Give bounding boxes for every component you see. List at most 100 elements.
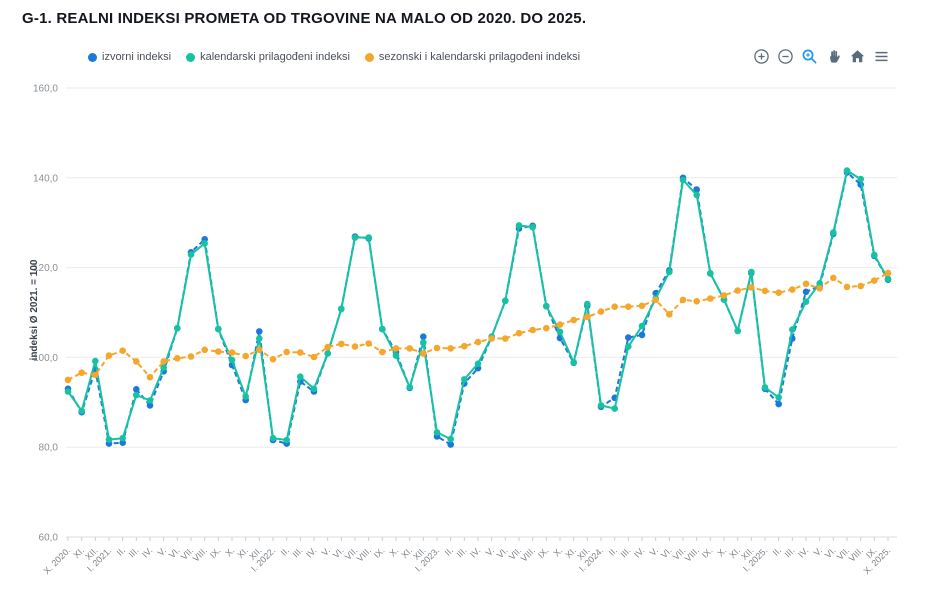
series-kalendarski-point[interactable]: [570, 359, 577, 366]
series-kalendarski-point[interactable]: [543, 302, 550, 310]
series-kalendarski-point[interactable]: [160, 364, 167, 372]
series-sezonski-point[interactable]: [133, 358, 140, 365]
series-kalendarski-point[interactable]: [693, 191, 700, 199]
series-sezonski-point[interactable]: [775, 289, 782, 297]
series-izvorni-point[interactable]: [693, 186, 700, 193]
series-kalendarski-point[interactable]: [64, 388, 72, 395]
series-sezonski-point[interactable]: [461, 342, 468, 350]
series-kalendarski-point[interactable]: [283, 436, 291, 444]
series-sezonski-point[interactable]: [351, 343, 359, 350]
home-icon[interactable]: [848, 47, 866, 65]
series-izvorni-point[interactable]: [447, 441, 455, 448]
series-sezonski-point[interactable]: [556, 321, 564, 328]
series-kalendarski-point[interactable]: [857, 175, 864, 183]
series-kalendarski-point[interactable]: [871, 251, 878, 259]
series-sezonski-point[interactable]: [474, 338, 482, 346]
series-sezonski-point[interactable]: [761, 287, 769, 295]
series-sezonski-point[interactable]: [693, 298, 700, 305]
series-sezonski-point[interactable]: [488, 335, 496, 342]
series-sezonski-point[interactable]: [529, 326, 536, 334]
series-kalendarski-point[interactable]: [830, 229, 837, 236]
series-kalendarski-point[interactable]: [92, 357, 99, 365]
series-sezonski-point[interactable]: [160, 358, 167, 365]
series-kalendarski-point[interactable]: [584, 300, 591, 308]
series-kalendarski-point[interactable]: [228, 356, 236, 364]
series-kalendarski-point[interactable]: [146, 397, 154, 404]
series-sezonski-point[interactable]: [871, 277, 878, 284]
series-kalendarski-point[interactable]: [174, 324, 181, 332]
series-kalendarski-point[interactable]: [406, 383, 414, 391]
series-sezonski-point[interactable]: [652, 296, 659, 304]
series-kalendarski-point[interactable]: [775, 394, 782, 401]
series-sezonski-point[interactable]: [201, 346, 208, 354]
series-sezonski-point[interactable]: [255, 346, 263, 354]
series-sezonski-point[interactable]: [146, 373, 154, 381]
zoom-in-icon[interactable]: [752, 47, 770, 65]
series-kalendarski-point[interactable]: [310, 385, 318, 393]
series-sezonski-point[interactable]: [92, 371, 99, 379]
series-sezonski-point[interactable]: [720, 292, 728, 299]
series-kalendarski-point[interactable]: [187, 251, 195, 258]
series-sezonski-point[interactable]: [105, 352, 113, 359]
series-sezonski-point[interactable]: [433, 344, 441, 352]
series-sezonski-point[interactable]: [174, 355, 181, 362]
series-sezonski-point[interactable]: [748, 284, 755, 291]
series-sezonski-point[interactable]: [78, 369, 85, 377]
series-sezonski-point[interactable]: [597, 308, 605, 315]
series-izvorni-point[interactable]: [625, 334, 632, 341]
series-kalendarski-point[interactable]: [707, 270, 714, 277]
series-sezonski-point[interactable]: [406, 345, 414, 352]
legend-item-izvorni[interactable]: izvorni indeksi: [88, 51, 171, 63]
series-sezonski-point[interactable]: [666, 311, 673, 318]
series-sezonski-point[interactable]: [625, 303, 632, 311]
series-kalendarski-point[interactable]: [105, 436, 113, 443]
series-kalendarski-point[interactable]: [474, 360, 482, 368]
series-sezonski-point[interactable]: [365, 340, 373, 347]
series-kalendarski-point[interactable]: [789, 326, 796, 333]
series-kalendarski-point[interactable]: [556, 328, 564, 336]
series-sezonski-point[interactable]: [638, 302, 646, 310]
series-kalendarski-point[interactable]: [420, 339, 427, 346]
series-kalendarski-point[interactable]: [447, 435, 455, 443]
series-sezonski-point[interactable]: [789, 286, 796, 293]
series-kalendarski-point[interactable]: [297, 373, 304, 381]
series-izvorni-point[interactable]: [255, 328, 263, 335]
series-sezonski-point[interactable]: [802, 280, 810, 288]
series-sezonski-point[interactable]: [679, 296, 687, 304]
series-kalendarski-point[interactable]: [611, 405, 618, 412]
series-kalendarski-point[interactable]: [761, 384, 769, 391]
series-kalendarski-point[interactable]: [351, 234, 359, 241]
series-kalendarski-point[interactable]: [748, 268, 755, 276]
series-izvorni-point[interactable]: [420, 333, 427, 341]
series-kalendarski-point[interactable]: [625, 343, 632, 350]
series-kalendarski-point[interactable]: [338, 305, 345, 313]
series-izvorni-point[interactable]: [638, 331, 646, 339]
series-kalendarski-point[interactable]: [461, 376, 468, 383]
series-sezonski-point[interactable]: [420, 350, 427, 357]
series-sezonski-point[interactable]: [242, 352, 249, 360]
series-kalendarski-point[interactable]: [802, 298, 810, 306]
series-sezonski-point[interactable]: [119, 347, 126, 355]
series-sezonski-point[interactable]: [310, 353, 318, 361]
zoom-out-icon[interactable]: [776, 47, 794, 65]
series-sezonski-point[interactable]: [228, 349, 236, 356]
series-kalendarski-point[interactable]: [734, 327, 741, 335]
series-sezonski-point[interactable]: [379, 348, 386, 356]
series-kalendarski-point[interactable]: [515, 222, 523, 229]
series-sezonski-point[interactable]: [543, 324, 550, 332]
series-izvorni-point[interactable]: [802, 288, 810, 296]
series-sezonski-point[interactable]: [392, 345, 400, 352]
series-izvorni-point[interactable]: [133, 386, 140, 393]
series-kalendarski-point[interactable]: [255, 335, 263, 342]
series-sezonski-point[interactable]: [816, 285, 823, 292]
series-sezonski-point[interactable]: [734, 287, 741, 294]
series-kalendarski-point[interactable]: [392, 352, 400, 359]
series-sezonski-point[interactable]: [611, 303, 618, 311]
series-kalendarski-point[interactable]: [324, 350, 332, 357]
series-kalendarski-point[interactable]: [638, 322, 646, 330]
series-kalendarski-point[interactable]: [133, 391, 140, 399]
legend-item-sezonski[interactable]: sezonski i kalendarski prilagođeni indek…: [364, 51, 580, 63]
series-kalendarski-point[interactable]: [679, 176, 687, 184]
series-sezonski-point[interactable]: [338, 340, 345, 348]
series-sezonski-point[interactable]: [283, 348, 291, 356]
